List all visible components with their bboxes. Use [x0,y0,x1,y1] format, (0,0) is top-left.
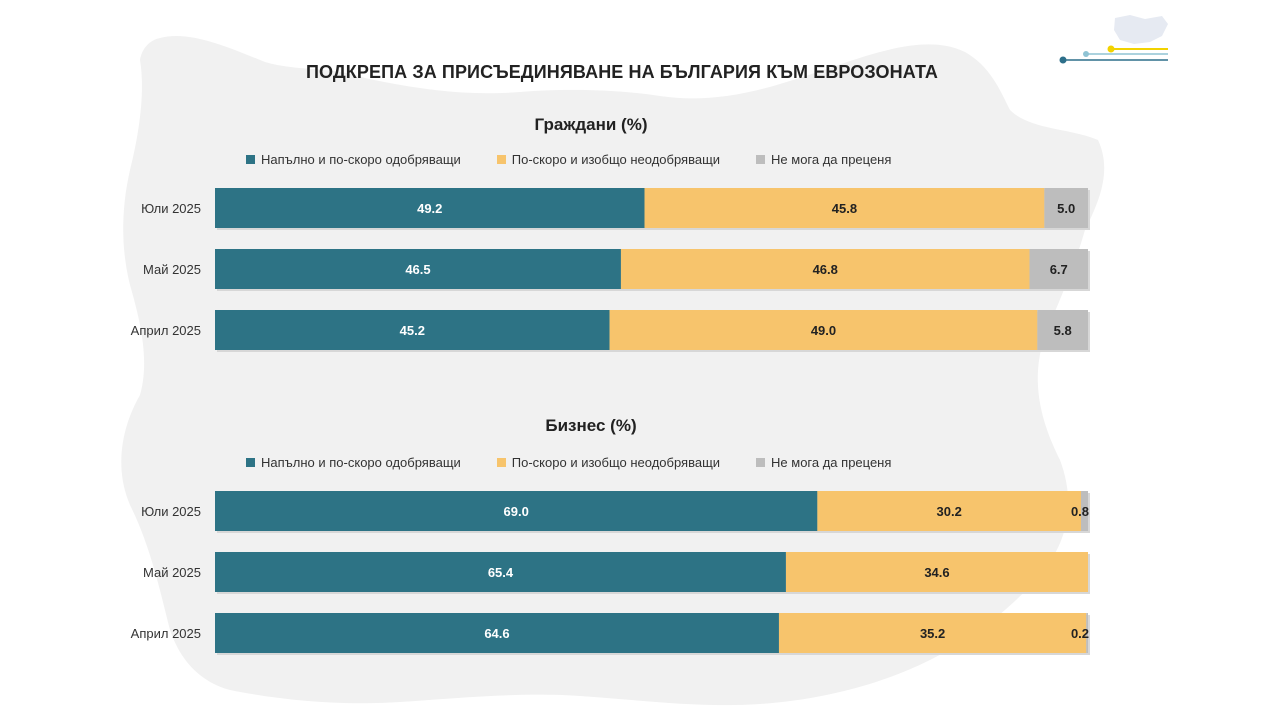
data-label-approve: 46.5 [405,262,430,277]
legend-swatch-approve [246,155,255,164]
bar-segment-approve [215,310,610,350]
data-label-disapprove: 46.8 [813,262,838,277]
legend-label-unsure: Не мога да преценя [771,152,892,167]
data-label-approve: 69.0 [504,504,529,519]
category-label: Май 2025 [143,262,201,277]
legend-swatch-unsure [756,458,766,467]
bar-segment-unsure [1081,491,1088,531]
bar-segment-approve [215,249,621,289]
bar-segment-unsure [1029,249,1088,289]
logo-dot-yellow [1107,45,1115,53]
category-label: Юли 2025 [141,504,201,519]
data-label-approve: 49.2 [417,201,442,216]
data-label-unsure: 0.8 [1071,504,1089,519]
category-label: Юли 2025 [141,201,201,216]
bar-segment-unsure [1086,613,1088,653]
data-label-unsure: 6.7 [1050,262,1068,277]
data-label-unsure: 5.8 [1054,323,1072,338]
brand-logo [1059,15,1168,64]
bar-segment-disapprove [609,310,1038,350]
bar-segment-approve [215,188,645,228]
legend-label-disapprove: По-скоро и изобщо неодобряващи [511,455,721,470]
legend-item-approve: Напълно и по-скоро одобряващи [246,455,461,470]
legend-label-approve: Напълно и по-скоро одобряващи [261,455,461,470]
data-label-disapprove: 45.8 [832,201,857,216]
legend-label-disapprove: По-скоро и изобщо неодобряващи [511,152,721,167]
legend-item-disapprove: По-скоро и изобщо неодобряващи [496,455,721,470]
data-label-disapprove: 34.6 [924,565,949,580]
bar-segment-unsure [1044,188,1088,228]
legend-item-disapprove: По-скоро и изобщо неодобряващи [496,152,721,167]
category-label: Април 2025 [131,626,201,641]
legend-item-unsure: Не мога да преценя [756,455,891,470]
data-label-disapprove: 30.2 [937,504,962,519]
category-label: Април 2025 [131,323,201,338]
data-label-approve: 64.6 [484,626,509,641]
bar-segment-approve [215,613,779,653]
legend-swatch-approve [246,458,255,467]
legend-label-approve: Напълно и по-скоро одобряващи [261,152,461,167]
legend-citizens: Напълно и по-скоро одобряващи По-скоро и… [246,152,927,167]
page-title: ПОДКРЕПА ЗА ПРИСЪЕДИНЯВАНЕ НА БЪЛГАРИЯ К… [305,62,939,82]
logo-dot-light [1083,51,1089,57]
chart-title-business: Бизнес (%) [545,416,637,435]
data-label-disapprove: 35.2 [920,626,945,641]
data-label-disapprove: 49.0 [811,323,836,338]
bar-segment-disapprove [778,613,1087,653]
bar-segment-approve [215,491,818,531]
bar-segment-disapprove [620,249,1030,289]
logo-dot-dark [1059,56,1067,64]
category-label: Май 2025 [143,565,201,580]
legend-swatch-disapprove [496,458,506,467]
data-label-approve: 65.4 [488,565,514,580]
bar-segment-unsure [1037,310,1088,350]
legend-swatch-unsure [756,155,766,164]
bar-segment-approve [215,552,786,592]
legend-item-unsure: Не мога да преценя [756,152,891,167]
bar-segment-disapprove [644,188,1045,228]
legend-item-approve: Напълно и по-скоро одобряващи [246,152,461,167]
bar-segment-disapprove [785,552,1088,592]
legend-label-unsure: Не мога да преценя [771,455,892,470]
logo-map-icon [1114,15,1168,44]
bar-segment-disapprove [817,491,1082,531]
data-label-unsure: 0.2 [1071,626,1089,641]
legend-business: Напълно и по-скоро одобряващи По-скоро и… [246,455,927,470]
legend-swatch-disapprove [496,155,506,164]
data-label-unsure: 5.0 [1057,201,1075,216]
data-label-approve: 45.2 [400,323,425,338]
chart-title-citizens: Граждани (%) [534,115,648,134]
